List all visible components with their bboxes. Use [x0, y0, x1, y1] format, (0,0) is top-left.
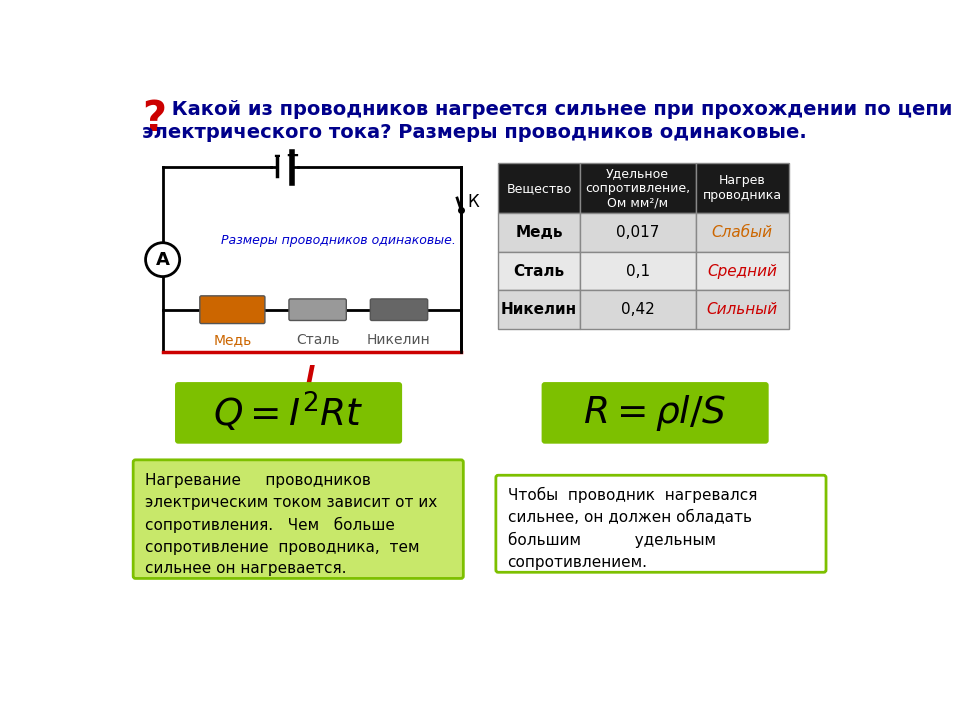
- Text: Никелин: Никелин: [501, 302, 577, 318]
- Bar: [498, 213, 580, 252]
- Text: Какой из проводников нагреется сильнее при прохождении по цепи: Какой из проводников нагреется сильнее п…: [165, 100, 952, 120]
- Bar: [580, 290, 696, 329]
- Text: Нагрев
проводника: Нагрев проводника: [703, 174, 781, 202]
- Text: Вещество: Вещество: [506, 182, 571, 195]
- Bar: [696, 290, 789, 329]
- Text: I: I: [305, 364, 315, 387]
- Text: Размеры проводников одинаковые.: Размеры проводников одинаковые.: [221, 234, 456, 247]
- Text: ?: ?: [142, 98, 166, 140]
- FancyBboxPatch shape: [371, 299, 427, 320]
- Text: Сталь: Сталь: [296, 333, 340, 347]
- Text: Чтобы  проводник  нагревался
сильнее, он должен обладать
большим           удель: Чтобы проводник нагревался сильнее, он д…: [508, 487, 756, 570]
- Bar: [498, 252, 580, 290]
- Text: $Q = I^2Rt$: $Q = I^2Rt$: [213, 391, 364, 435]
- Bar: [498, 163, 580, 213]
- Text: Медь: Медь: [516, 225, 563, 240]
- Circle shape: [146, 243, 180, 276]
- Text: Сильный: Сильный: [707, 302, 778, 318]
- Text: Удельное
сопротивление,
Ом мм²/м: Удельное сопротивление, Ом мм²/м: [586, 167, 690, 210]
- Text: Нагревание     проводников
электрическим током зависит от их
сопротивления.   Че: Нагревание проводников электрическим ток…: [145, 473, 437, 576]
- Bar: [580, 252, 696, 290]
- FancyBboxPatch shape: [496, 475, 826, 572]
- Text: Сталь: Сталь: [514, 264, 564, 279]
- Bar: [580, 213, 696, 252]
- Bar: [696, 213, 789, 252]
- Text: $R = \rho l/S$: $R = \rho l/S$: [584, 393, 727, 433]
- FancyBboxPatch shape: [541, 382, 769, 444]
- Text: Медь: Медь: [213, 333, 252, 347]
- Bar: [696, 163, 789, 213]
- Text: электрического тока? Размеры проводников одинаковые.: электрического тока? Размеры проводников…: [142, 123, 806, 143]
- FancyBboxPatch shape: [175, 382, 402, 444]
- Bar: [498, 290, 580, 329]
- Text: Средний: Средний: [708, 264, 778, 279]
- Text: А: А: [156, 251, 170, 269]
- Text: Никелин: Никелин: [367, 333, 431, 347]
- Text: 0,42: 0,42: [621, 302, 655, 318]
- Text: 0,1: 0,1: [626, 264, 650, 279]
- FancyBboxPatch shape: [133, 460, 464, 578]
- FancyBboxPatch shape: [200, 296, 265, 323]
- Text: К: К: [468, 193, 479, 211]
- FancyBboxPatch shape: [289, 299, 347, 320]
- Text: 0,017: 0,017: [616, 225, 660, 240]
- Text: +: +: [285, 148, 299, 166]
- Text: -: -: [273, 148, 280, 166]
- Text: Слабый: Слабый: [711, 225, 773, 240]
- Bar: [580, 163, 696, 213]
- Bar: [696, 252, 789, 290]
